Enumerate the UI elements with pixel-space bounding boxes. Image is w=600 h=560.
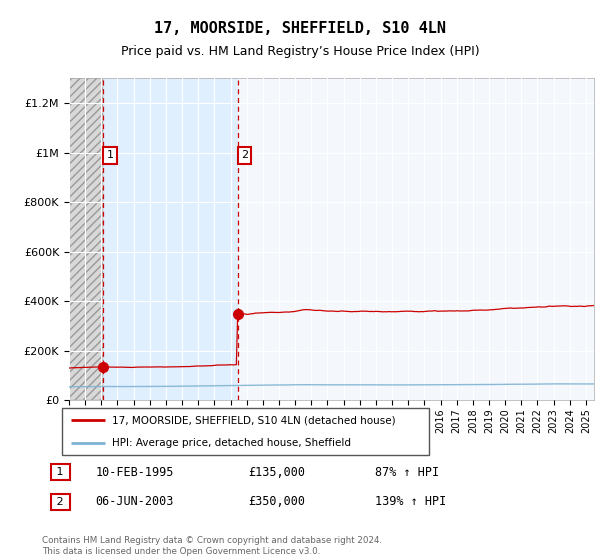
Bar [69, 78, 103, 400]
Text: 1: 1 [106, 150, 113, 160]
Text: 2: 2 [53, 497, 67, 507]
Bar [103, 78, 238, 400]
Text: £135,000: £135,000 [248, 465, 305, 479]
Text: £350,000: £350,000 [248, 495, 305, 508]
Text: Price paid vs. HM Land Registry’s House Price Index (HPI): Price paid vs. HM Land Registry’s House … [121, 45, 479, 58]
Text: Contains HM Land Registry data © Crown copyright and database right 2024.
This d: Contains HM Land Registry data © Crown c… [42, 536, 382, 556]
Bar [69, 78, 103, 400]
Text: 17, MOORSIDE, SHEFFIELD, S10 4LN (detached house): 17, MOORSIDE, SHEFFIELD, S10 4LN (detach… [112, 416, 396, 426]
Text: HPI: Average price, detached house, Sheffield: HPI: Average price, detached house, Shef… [112, 438, 351, 448]
Text: 1: 1 [53, 467, 67, 477]
FancyBboxPatch shape [62, 408, 430, 455]
Text: 17, MOORSIDE, SHEFFIELD, S10 4LN: 17, MOORSIDE, SHEFFIELD, S10 4LN [154, 21, 446, 36]
Text: 2: 2 [241, 150, 248, 160]
Text: 06-JUN-2003: 06-JUN-2003 [95, 495, 174, 508]
Text: 10-FEB-1995: 10-FEB-1995 [95, 465, 174, 479]
Text: 87% ↑ HPI: 87% ↑ HPI [376, 465, 439, 479]
Text: 139% ↑ HPI: 139% ↑ HPI [376, 495, 446, 508]
